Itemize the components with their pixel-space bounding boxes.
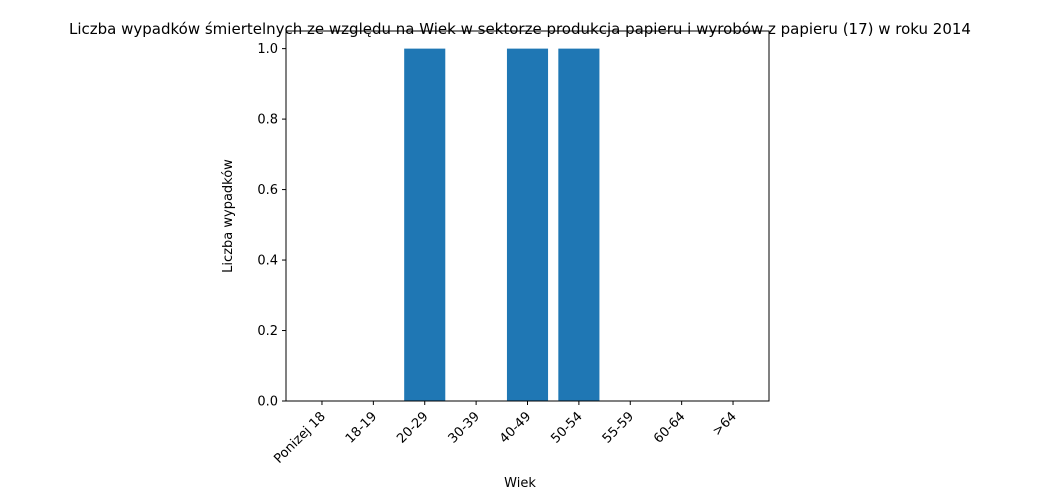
bar-2 (404, 48, 446, 401)
x-tick-label: >64 (710, 409, 740, 439)
axes-frame (285, 30, 770, 402)
bar-4 (506, 48, 549, 401)
x-tick-label: 30-39 (446, 409, 483, 446)
y-tick-label: 1.0 (257, 42, 278, 57)
y-tick-label: 0.2 (257, 324, 278, 339)
x-tick-label: 18-19 (343, 409, 380, 446)
x-tick-label: 40-49 (497, 409, 534, 446)
x-tick-label: 55-59 (600, 409, 637, 446)
x-tick-label: Ponizej 18 (271, 409, 328, 466)
plot-area: 0.0 0.2 0.4 0.6 0.8 1.0 Ponizej 18 18-19 20-29 30… (257, 42, 740, 467)
x-tick-label: 20-29 (394, 409, 431, 446)
y-tick-label: 0.8 (257, 113, 278, 128)
bar-5 (558, 48, 600, 401)
x-tick-label: 60-64 (651, 409, 688, 446)
y-axis-label: Liczba wypadków (221, 159, 236, 273)
x-axis-label: Wiek (504, 476, 536, 491)
y-tick-label: 0.0 (257, 395, 278, 410)
y-tick-label: 0.6 (257, 183, 278, 198)
chart-title: Liczba wypadków śmiertelnych ze względu … (69, 20, 971, 38)
y-tick-label: 0.4 (257, 254, 278, 269)
x-tick-label: 50-54 (548, 409, 585, 446)
